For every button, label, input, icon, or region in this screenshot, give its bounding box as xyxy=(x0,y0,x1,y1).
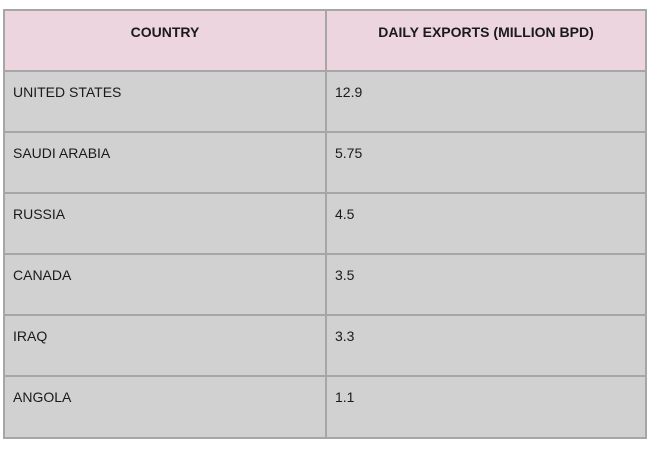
country-cell: ANGOLA xyxy=(5,375,327,437)
exports-value-cell: 3.5 xyxy=(325,253,645,316)
exports-value-cell: 12.9 xyxy=(325,70,645,133)
country-cell: IRAQ xyxy=(5,314,327,377)
table-row: ANGOLA 1.1 xyxy=(5,375,645,437)
exports-value-cell: 3.3 xyxy=(325,314,645,377)
table-row: IRAQ 3.3 xyxy=(5,314,645,377)
country-cell: RUSSIA xyxy=(5,192,327,255)
table-row: RUSSIA 4.5 xyxy=(5,192,645,255)
exports-table-container: COUNTRY DAILY EXPORTS (MILLION BPD) UNIT… xyxy=(3,9,647,439)
table-header-row: COUNTRY DAILY EXPORTS (MILLION BPD) xyxy=(5,11,645,72)
exports-value-cell: 5.75 xyxy=(325,131,645,194)
country-cell: SAUDI ARABIA xyxy=(5,131,327,194)
column-header-country: COUNTRY xyxy=(5,11,327,72)
country-cell: CANADA xyxy=(5,253,327,316)
table-row: UNITED STATES 12.9 xyxy=(5,70,645,133)
table-row: CANADA 3.5 xyxy=(5,253,645,316)
column-header-daily-exports: DAILY EXPORTS (MILLION BPD) xyxy=(325,11,645,72)
country-cell: UNITED STATES xyxy=(5,70,327,133)
exports-value-cell: 4.5 xyxy=(325,192,645,255)
table-row: SAUDI ARABIA 5.75 xyxy=(5,131,645,194)
exports-value-cell: 1.1 xyxy=(325,375,645,437)
exports-table: COUNTRY DAILY EXPORTS (MILLION BPD) UNIT… xyxy=(5,11,645,437)
